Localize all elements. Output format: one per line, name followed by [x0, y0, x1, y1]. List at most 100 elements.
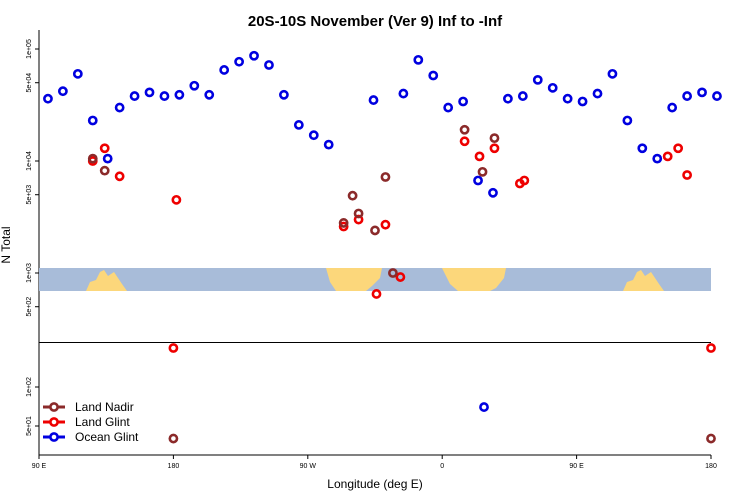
- data-point: [159, 91, 170, 101]
- legend-label: Land Glint: [75, 415, 130, 429]
- data-point: [57, 86, 68, 97]
- legend-marker: [49, 432, 59, 442]
- data-point: [87, 153, 98, 164]
- data-point: [592, 88, 603, 99]
- data-point: [637, 143, 648, 154]
- data-point: [706, 433, 716, 444]
- data-point: [667, 102, 678, 113]
- data-point: [413, 54, 424, 65]
- y-axis-title: N Total: [0, 226, 13, 263]
- data-point: [622, 115, 633, 126]
- data-point: [652, 153, 663, 164]
- data-point: [673, 143, 684, 154]
- data-point: [114, 102, 125, 113]
- legend-marker: [49, 417, 59, 427]
- data-point: [682, 170, 693, 180]
- data-point: [308, 130, 319, 141]
- data-point: [204, 89, 215, 100]
- y-tick-label: 5e+03: [26, 185, 33, 205]
- x-tick-label: 90 E: [32, 463, 47, 470]
- data-point: [459, 124, 470, 135]
- data-point: [547, 82, 558, 93]
- data-point: [371, 289, 382, 299]
- data-point: [458, 96, 469, 107]
- data-point: [129, 91, 140, 101]
- data-point: [219, 65, 230, 75]
- land-shape: [326, 268, 382, 291]
- data-point: [577, 96, 588, 107]
- x-tick-label: 180: [705, 463, 717, 470]
- data-point: [338, 221, 349, 232]
- y-tick-label: 1e+03: [26, 263, 33, 283]
- data-point: [380, 219, 391, 230]
- y-tick-label: 1e+05: [26, 39, 33, 59]
- data-point: [443, 102, 454, 113]
- data-point: [488, 187, 498, 198]
- data-point: [99, 165, 110, 176]
- data-point: [144, 87, 155, 98]
- chart-title: 20S-10S November (Ver 9) Inf to -Inf: [248, 13, 503, 30]
- y-tick-label: 5e+04: [26, 73, 33, 93]
- data-point: [395, 272, 406, 282]
- legend-marker: [49, 402, 59, 412]
- data-point: [503, 93, 513, 104]
- data-point: [477, 166, 488, 177]
- data-point: [682, 91, 693, 101]
- data-point: [353, 208, 364, 219]
- data-point: [489, 133, 500, 144]
- data-point: [99, 143, 110, 154]
- data-point: [347, 190, 358, 201]
- data-point: [249, 50, 259, 61]
- x-axis-ticks: 90 E 180 90 W 0 90 E 180: [32, 455, 717, 470]
- data-point: [474, 151, 485, 162]
- y-tick-label: 5e+02: [26, 297, 33, 317]
- data-point: [380, 172, 391, 182]
- land-shape: [442, 268, 506, 291]
- data-point: [712, 91, 722, 101]
- land-shape: [623, 270, 664, 291]
- data-point: [234, 56, 245, 67]
- data-point: [532, 74, 543, 85]
- data-points: [43, 50, 722, 444]
- data-point: [174, 89, 185, 100]
- data-point: [102, 153, 113, 164]
- y-tick-label: 1e+04: [26, 151, 33, 171]
- data-point: [519, 175, 530, 186]
- y-tick-label: 5e+01: [26, 416, 33, 436]
- y-tick-label: 1e+02: [26, 377, 33, 397]
- data-point: [607, 68, 618, 79]
- x-tick-label: 90 E: [569, 463, 584, 470]
- data-point: [264, 60, 274, 70]
- data-point: [459, 136, 470, 147]
- data-point: [114, 171, 125, 182]
- data-point: [473, 175, 483, 186]
- x-axis-title: Longitude (deg E): [327, 477, 422, 491]
- data-point: [562, 93, 573, 104]
- data-point: [43, 93, 53, 104]
- legend-label: Land Nadir: [75, 400, 134, 414]
- data-point: [428, 70, 439, 81]
- data-point: [323, 139, 334, 150]
- data-point: [279, 89, 289, 100]
- data-point: [706, 343, 716, 353]
- data-point: [479, 402, 489, 412]
- data-point: [368, 95, 379, 105]
- data-point: [189, 80, 200, 91]
- data-point: [370, 225, 380, 236]
- data-point: [168, 343, 179, 353]
- x-tick-label: 0: [440, 463, 444, 470]
- data-point: [171, 194, 182, 205]
- data-point: [293, 120, 304, 130]
- data-point: [72, 68, 83, 79]
- data-point: [662, 151, 673, 162]
- data-point: [489, 143, 500, 154]
- y-axis-ticks: 5e+02 1e+03 5e+03 1e+04 5e+04 1e+05 5e+01 1e+02: [26, 39, 39, 436]
- legend-label: Ocean Glint: [75, 430, 139, 444]
- data-point: [697, 87, 707, 98]
- land-shape: [86, 270, 127, 291]
- data-point: [388, 268, 398, 278]
- x-tick-label: 90 W: [300, 463, 317, 470]
- data-point: [168, 433, 179, 444]
